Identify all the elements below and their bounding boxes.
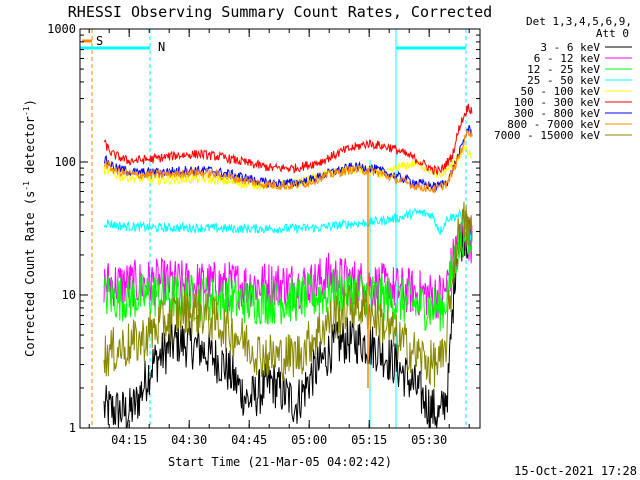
svg-text:Corrected Count Rate (s-1 dete: Corrected Count Rate (s-1 detector-1) [22,99,37,357]
x-tick-label: 04:30 [171,433,207,447]
series-line-2 [103,210,473,332]
x-tick-label: 04:45 [231,433,267,447]
legend-entry-label: 7000 - 15000 keV [494,129,600,142]
legend-entry-label: 25 - 50 keV [527,74,600,87]
series-layer [103,103,473,429]
x-tick-label: 05:30 [411,433,447,447]
y-tick-label: 1000 [47,22,76,36]
plot-frame [79,28,481,429]
saa-flag-label: S [96,34,103,48]
series-line-3 [103,208,473,241]
x-tick-label: 05:00 [291,433,327,447]
x-tick-label: 04:15 [111,433,147,447]
legend-header-2: Att 0 [596,27,629,40]
y-label-end: ) [23,99,37,106]
series-line-0 [103,219,473,429]
legend-entry-label: 50 - 100 keV [521,85,601,98]
y-label-sup1: -1 [22,181,31,191]
legend-entry-label: 800 - 7000 keV [507,118,600,131]
series-line-5 [103,103,473,176]
axes: 1 10 100 1000 04:15 04:30 04:45 05:00 05:15 05:30 [47,22,481,447]
series-line-8 [103,201,473,388]
series-line-7 [103,129,473,194]
x-tick-label: 05:15 [351,433,387,447]
y-label-mid: detector [23,116,37,181]
legend-entry-label: 100 - 300 keV [514,96,600,109]
chart-title: RHESSI Observing Summary Count Rates, Co… [68,3,492,21]
night-flag-label: N [158,40,165,54]
y-tick-label: 10 [62,288,76,302]
footer-date: 15-Oct-2021 17:28 [514,464,637,478]
y-tick-label: 1 [69,421,76,435]
y-tick-label: 100 [54,155,76,169]
x-axis-label: Start Time (21-Mar-05 04:02:42) [168,455,392,469]
legend-entry-label: 3 - 6 keV [540,41,600,54]
y-label-sup2: -1 [22,106,31,116]
legend-header-1: Det 1,3,4,5,6,9, [526,15,632,28]
y-axis-label: Corrected Count Rate (s-1 detector-1) [22,99,37,357]
legend-entry-label: 300 - 800 keV [514,107,600,120]
series-line-1 [103,213,473,319]
legend-entry-label: 6 - 12 keV [534,52,601,65]
y-label-main: Corrected Count Rate (s [23,191,37,357]
legend-entry-label: 12 - 25 keV [527,63,600,76]
